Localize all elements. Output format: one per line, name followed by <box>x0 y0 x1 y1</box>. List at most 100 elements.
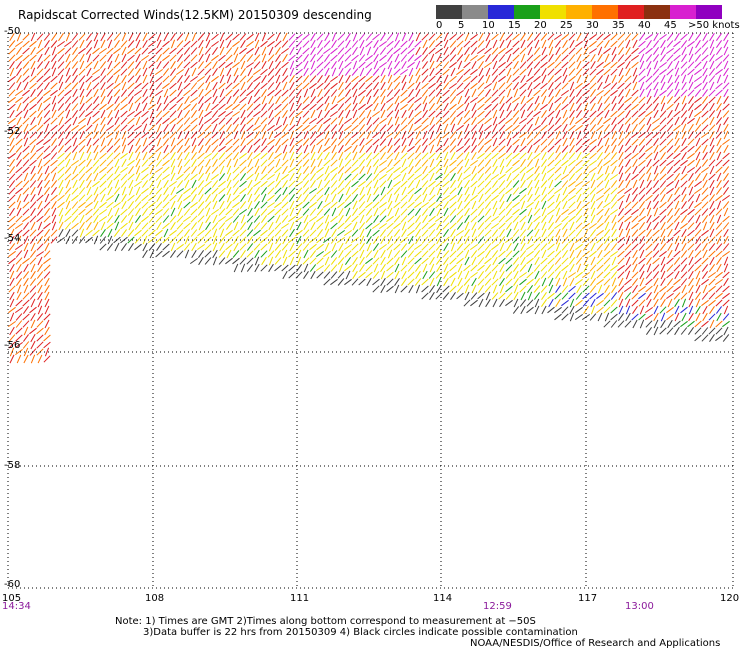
wind-barb <box>582 68 590 76</box>
wind-barb <box>44 291 50 301</box>
wind-barb <box>36 334 44 342</box>
legend-label: 20 <box>534 20 547 31</box>
wind-barb <box>338 151 344 161</box>
wind-barb <box>386 243 394 251</box>
wind-barb <box>673 40 681 48</box>
wind-barb <box>323 124 331 132</box>
wind-barb <box>393 229 401 237</box>
wind-barb <box>232 89 240 97</box>
wind-barb <box>512 257 520 265</box>
wind-barb <box>29 229 37 237</box>
wind-barb <box>702 242 708 252</box>
wind-barb <box>554 313 562 321</box>
wind-barb <box>393 47 401 55</box>
wind-barb <box>674 242 680 252</box>
wind-barb <box>498 250 506 258</box>
wind-barb <box>561 243 569 251</box>
wind-barb <box>106 201 114 209</box>
wind-barb <box>9 145 15 153</box>
wind-barb <box>358 103 366 111</box>
wind-barb <box>29 138 37 146</box>
wind-barb <box>246 82 254 90</box>
wind-barb <box>499 200 505 210</box>
wind-barb <box>674 67 680 77</box>
wind-barb <box>310 39 316 49</box>
wind-barb <box>575 68 583 76</box>
wind-barb <box>680 327 688 335</box>
wind-barb <box>218 110 226 118</box>
wind-barb <box>673 264 681 272</box>
wind-barb <box>50 152 58 160</box>
wind-barb <box>64 222 72 230</box>
wind-barb <box>197 201 205 209</box>
wind-barb <box>660 81 666 91</box>
wind-barb <box>422 102 428 112</box>
wind-barb <box>596 222 604 230</box>
wind-barb <box>652 264 660 272</box>
wind-barb <box>533 194 541 202</box>
wind-barb <box>498 292 506 300</box>
wind-barb <box>603 117 611 125</box>
wind-barb <box>512 306 520 314</box>
wind-barb <box>324 214 330 224</box>
wind-barb <box>387 137 393 147</box>
wind-barb <box>268 151 274 161</box>
wind-barb <box>92 180 100 188</box>
wind-barb <box>498 138 506 146</box>
wind-barb <box>9 32 15 42</box>
wind-barb <box>190 96 198 104</box>
wind-barb <box>575 187 583 195</box>
wind-barb <box>57 166 65 174</box>
wind-barb <box>569 298 575 308</box>
wind-barb <box>338 67 344 77</box>
wind-barb <box>113 187 121 195</box>
wind-barb <box>65 228 71 238</box>
wind-barb <box>652 180 660 188</box>
wind-barb <box>527 81 533 91</box>
wind-barb <box>37 291 43 301</box>
wind-barb <box>380 67 386 77</box>
wind-barb <box>141 187 149 195</box>
wind-barb <box>93 221 99 231</box>
wind-barb <box>282 151 288 161</box>
wind-barb <box>617 264 625 272</box>
wind-barb <box>646 123 652 133</box>
wind-barb <box>681 74 687 84</box>
wind-barb <box>316 54 324 62</box>
wind-barb <box>631 33 639 41</box>
wind-barb <box>372 243 380 251</box>
wind-barb <box>247 151 253 161</box>
wind-barb <box>372 159 380 167</box>
wind-barb <box>302 180 310 188</box>
wind-barb <box>660 193 666 203</box>
wind-barb <box>317 75 323 83</box>
wind-barb <box>197 82 205 90</box>
wind-barb <box>205 81 211 91</box>
wind-barb <box>408 158 414 168</box>
wind-barb <box>106 82 114 90</box>
wind-barb <box>316 47 324 55</box>
wind-barb <box>331 193 337 203</box>
wind-barb <box>722 250 730 258</box>
wind-barb <box>477 222 485 230</box>
wind-barb <box>470 75 478 83</box>
wind-barb <box>36 229 44 237</box>
wind-barb <box>471 151 477 161</box>
wind-barb <box>582 292 590 300</box>
wind-barb <box>604 165 610 175</box>
wind-barb <box>722 243 730 251</box>
wind-barb <box>694 250 702 258</box>
wind-barb <box>590 207 596 217</box>
wind-barb <box>338 193 344 203</box>
wind-barb <box>169 145 177 153</box>
wind-barb <box>78 201 86 209</box>
wind-barb <box>449 222 457 230</box>
wind-barb <box>30 221 36 231</box>
wind-barb <box>709 130 715 140</box>
wind-barb <box>652 40 660 48</box>
wind-barb <box>316 117 324 125</box>
wind-barb <box>135 39 141 49</box>
wind-barb <box>652 215 660 223</box>
wind-barb <box>449 96 457 104</box>
wind-barb <box>191 137 197 147</box>
